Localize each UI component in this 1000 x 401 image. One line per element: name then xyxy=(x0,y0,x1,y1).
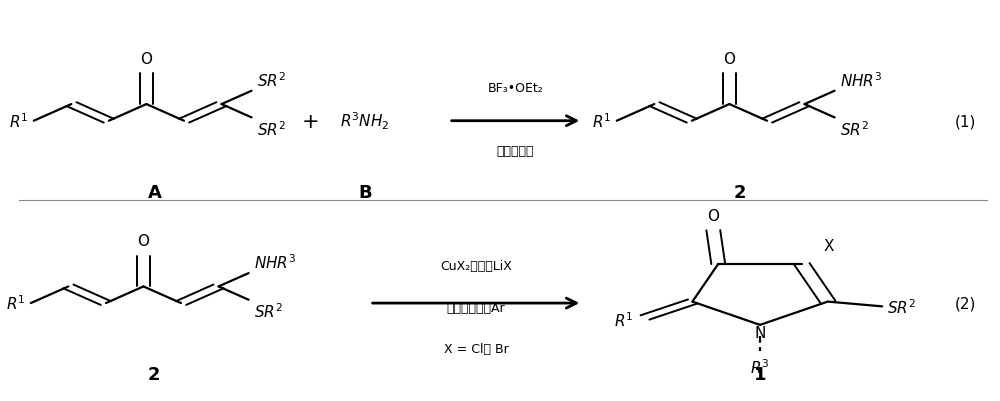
Text: $SR^2$: $SR^2$ xyxy=(257,71,286,89)
Text: 1: 1 xyxy=(754,366,766,383)
Text: $SR^2$: $SR^2$ xyxy=(254,302,283,321)
Text: 2: 2 xyxy=(148,366,161,383)
Text: $R^1$: $R^1$ xyxy=(9,112,29,131)
Text: CuX₂，碱，LiX: CuX₂，碱，LiX xyxy=(440,259,512,272)
Text: $SR^2$: $SR^2$ xyxy=(840,120,869,139)
Text: $NHR^3$: $NHR^3$ xyxy=(254,253,296,271)
Text: +: + xyxy=(302,111,319,132)
Text: 甲苯，回流: 甲苯，回流 xyxy=(497,145,534,158)
Text: $R^1$: $R^1$ xyxy=(592,112,612,131)
Text: $R^1$: $R^1$ xyxy=(614,310,633,329)
Text: 溶剂，温度，Ar: 溶剂，温度，Ar xyxy=(447,301,505,314)
Text: $R^1$: $R^1$ xyxy=(6,294,26,313)
Text: $R^3NH_2$: $R^3NH_2$ xyxy=(340,111,390,132)
Text: $SR^2$: $SR^2$ xyxy=(257,120,286,139)
Text: B: B xyxy=(358,184,372,202)
Text: A: A xyxy=(148,184,162,202)
Text: 2: 2 xyxy=(734,184,747,202)
Text: O: O xyxy=(723,52,735,67)
Text: (2): (2) xyxy=(955,296,976,311)
Text: O: O xyxy=(140,52,152,67)
Text: X: X xyxy=(824,238,834,253)
Text: N: N xyxy=(754,325,766,340)
Text: O: O xyxy=(137,234,149,249)
Text: $NHR^3$: $NHR^3$ xyxy=(840,71,882,89)
Text: X = Cl或 Br: X = Cl或 Br xyxy=(444,342,508,355)
Text: BF₃•OEt₂: BF₃•OEt₂ xyxy=(488,81,543,94)
Text: $R^3$: $R^3$ xyxy=(750,358,770,377)
Text: (1): (1) xyxy=(955,114,976,129)
Text: $SR^2$: $SR^2$ xyxy=(887,297,916,316)
Text: O: O xyxy=(707,209,719,223)
